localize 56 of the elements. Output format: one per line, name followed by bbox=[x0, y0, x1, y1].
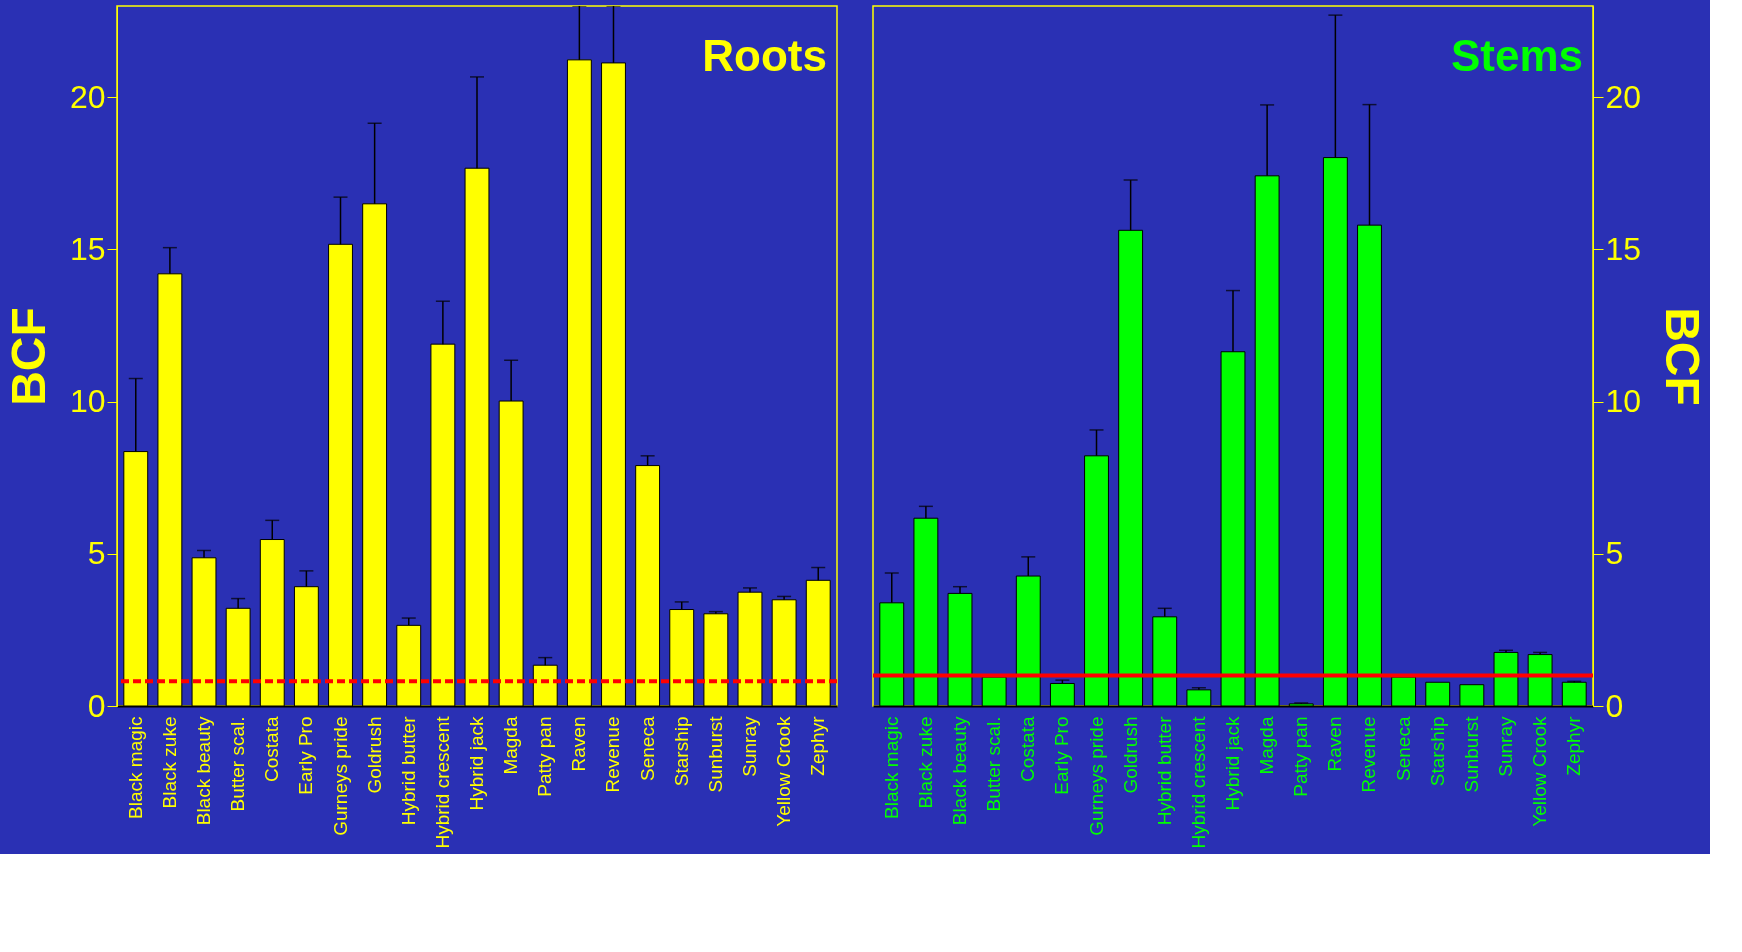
x-tick-label: Raven bbox=[1324, 716, 1346, 772]
x-tick-label: Starship bbox=[670, 716, 692, 787]
x-tick-label: Hybrid crescent bbox=[431, 715, 453, 849]
y-tick-label: 0 bbox=[1605, 687, 1624, 724]
y-tick-label: 20 bbox=[1605, 78, 1642, 115]
text: Stems bbox=[1450, 31, 1583, 80]
x-tick-label: Starship bbox=[1426, 716, 1448, 787]
x-tick-label: Black magic bbox=[124, 716, 146, 819]
y-tick-label: 5 bbox=[87, 535, 106, 572]
x-tick-label: Hybrid jack bbox=[1222, 716, 1243, 811]
x-tick-label: Black beauty bbox=[949, 716, 971, 826]
x-tick-label: Hybrid jack bbox=[466, 716, 487, 811]
x-tick-label: Costata bbox=[261, 716, 283, 782]
y-tick-label: 15 bbox=[1605, 230, 1642, 267]
x-tick-label: Patty pan bbox=[1290, 716, 1312, 797]
y-tick-label: 15 bbox=[69, 230, 106, 267]
x-tick-label: Hybrid butter bbox=[397, 715, 419, 826]
x-tick-label: Early Pro bbox=[1051, 716, 1073, 795]
y-tick-label: 20 bbox=[69, 78, 106, 115]
x-tick-label: Magda bbox=[500, 716, 522, 775]
x-tick-label: Black zuke bbox=[914, 716, 936, 809]
x-tick-label: Magda bbox=[1256, 716, 1278, 775]
x-tick-label: Revenue bbox=[1358, 716, 1380, 793]
x-tick-label: Sunray bbox=[738, 716, 760, 777]
x-tick-label: Sunburst bbox=[1460, 715, 1482, 793]
x-tick-label: Zephyr bbox=[807, 715, 829, 776]
y-tick-label: 0 bbox=[87, 687, 106, 724]
x-tick-label: Revenue bbox=[602, 716, 624, 793]
x-tick-label: Hybrid butter bbox=[1153, 715, 1175, 826]
x-tick-label: Seneca bbox=[636, 716, 658, 781]
x-tick-label: Goldrush bbox=[1119, 716, 1141, 794]
x-tick-label: Zephyr bbox=[1563, 715, 1585, 776]
x-tick-label: Seneca bbox=[1392, 716, 1414, 781]
x-tick-label: Sunray bbox=[1494, 716, 1516, 777]
x-tick-label: Butter scal. bbox=[227, 716, 249, 812]
text: Roots bbox=[702, 31, 827, 80]
x-tick-label: Black zuke bbox=[158, 716, 180, 809]
y-axis-title: BCF bbox=[1, 307, 55, 406]
y-tick-label: 10 bbox=[69, 383, 106, 420]
x-tick-label: Butter scal. bbox=[983, 716, 1005, 812]
x-tick-label: Yellow Crook bbox=[773, 716, 795, 827]
x-tick-label: Gurneys pride bbox=[329, 716, 351, 836]
x-tick-label: Raven bbox=[568, 716, 590, 772]
x-tick-label: Patty pan bbox=[534, 716, 556, 797]
y-axis-title: BCF bbox=[1656, 307, 1710, 406]
y-tick-label: 10 bbox=[1605, 383, 1642, 420]
x-tick-label: Hybrid crescent bbox=[1187, 715, 1209, 849]
x-tick-label: Gurneys pride bbox=[1085, 716, 1107, 836]
x-tick-label: Yellow Crook bbox=[1529, 716, 1551, 827]
x-tick-label: Black beauty bbox=[193, 716, 215, 826]
x-tick-label: Black magic bbox=[880, 716, 902, 819]
x-tick-label: Sunburst bbox=[704, 715, 726, 793]
x-tick-label: Goldrush bbox=[363, 716, 385, 794]
x-tick-label: Early Pro bbox=[295, 716, 317, 795]
x-tick-label: Costata bbox=[1017, 716, 1039, 782]
y-tick-label: 5 bbox=[1605, 535, 1624, 572]
